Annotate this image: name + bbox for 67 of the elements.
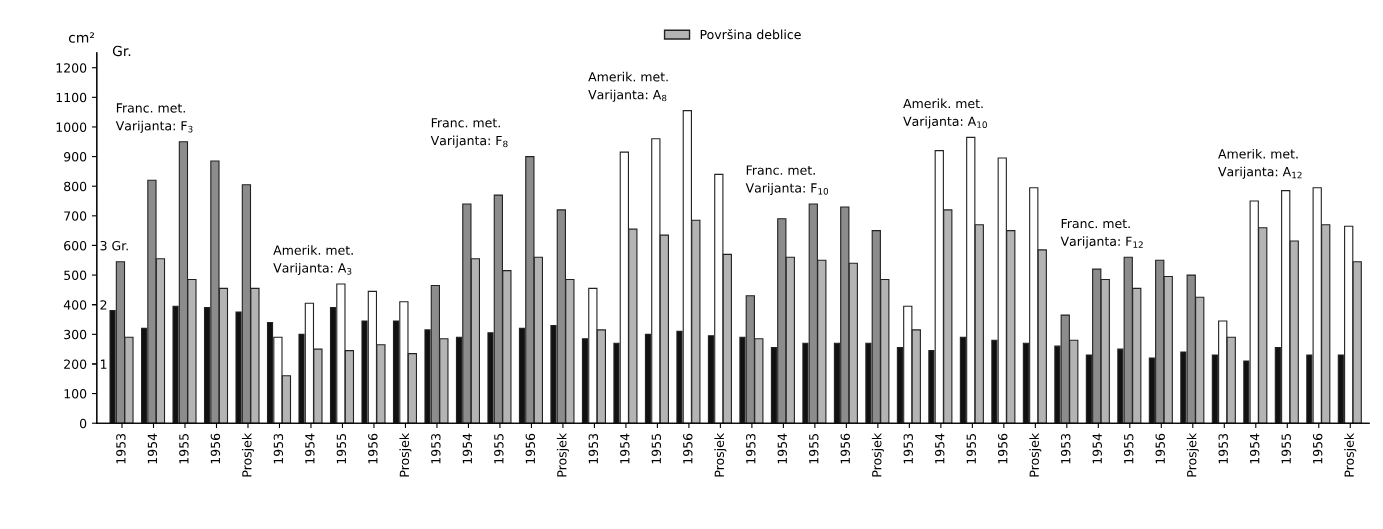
y-tick-label: 200 [64, 359, 87, 369]
x-tick-label: 1955 [651, 434, 662, 464]
legend-label: Površina deblice [700, 29, 801, 40]
x-tick-label: 1956 [840, 433, 850, 464]
x-tick-label: 1956 [1312, 433, 1323, 464]
x-tick-label: 1954 [620, 433, 630, 464]
y-tick-label: 0 [79, 418, 87, 429]
x-tick-label: 1956 [525, 433, 536, 464]
y2-tick-label: 3 Gr. [100, 240, 128, 251]
annotation: Amerik. met. Varijanta: A$_{10}$ [903, 98, 987, 129]
y2-tick-label: 2 [100, 300, 107, 310]
x-tick-label: 1956 [1155, 433, 1165, 464]
y-tick-label: 900 [64, 152, 87, 162]
annotation: Amerik. met. Varijanta: A$_{8}$ [588, 71, 668, 102]
y-tick-label: 500 [64, 270, 87, 281]
x-tick-label: Prosjek [871, 432, 884, 477]
x-tick-label: Prosjek [399, 432, 412, 477]
x-tick-label: 1953 [588, 433, 599, 464]
x-tick-label: Prosjek [241, 432, 255, 477]
x-tick-label: 1953 [903, 433, 913, 464]
x-tick-label: 1954 [1249, 433, 1260, 464]
x-tick-label: 1955 [179, 434, 189, 464]
x-tick-label: 1955 [336, 434, 347, 464]
x-tick-label: 1955 [1123, 434, 1134, 464]
annotation: Franc. met. Varijanta: F$_{8}$ [430, 118, 508, 148]
annotation: Franc. met. Varijanta: F$_{10}$ [745, 165, 829, 196]
x-tick-label: Prosjek [1344, 432, 1357, 477]
x-tick-label: 1954 [147, 433, 158, 464]
x-tick-label: 1956 [210, 433, 221, 464]
x-tick-label: 1953 [273, 433, 284, 464]
x-tick-label: 1954 [777, 433, 788, 464]
x-tick-label: Prosjek [556, 432, 569, 477]
y-tick-label: 800 [64, 181, 87, 192]
x-tick-label: 1956 [998, 433, 1008, 464]
x-tick-label: 1954 [1092, 433, 1102, 464]
x-tick-label: 1955 [494, 434, 504, 464]
x-tick-label: 1956 [368, 433, 378, 464]
x-tick-label: Prosjek [1186, 432, 1199, 477]
x-tick-label: 1953 [431, 433, 441, 464]
x-tick-label: 1953 [116, 433, 126, 464]
x-tick-label: 1954 [305, 433, 315, 464]
x-tick-label: 1956 [683, 433, 693, 464]
x-tick-label: 1955 [1281, 434, 1291, 464]
x-tick-label: Prosjek [714, 432, 727, 477]
annotation: Franc. met. Varijanta: F$_{12}$ [1060, 218, 1143, 249]
x-tick-label: 1955 [809, 434, 819, 464]
x-tick-label: 1953 [1218, 433, 1228, 464]
y2-axis-title: Gr. [112, 45, 131, 57]
y-tick-label: 1000 [56, 122, 87, 132]
y-tick-label: 400 [63, 300, 87, 310]
x-tick-label: 1953 [746, 433, 756, 464]
annotation: Amerik. met. Varijanta: A$_{12}$ [1218, 148, 1302, 179]
annotation: Amerik. met. Varijanta: A$_{3}$ [273, 245, 353, 276]
y-tick-label: 300 [64, 329, 87, 340]
x-tick-label: 1953 [1061, 433, 1071, 464]
y-tick-label: 600 [64, 240, 87, 251]
y2-tick-label: 1 [100, 359, 107, 369]
y-tick-label: 100 [64, 389, 87, 399]
annotation: Franc. met. Varijanta: F$_{3}$ [115, 103, 193, 133]
y-axis-title: cm² [68, 32, 95, 43]
y-tick-label: 1200 [56, 63, 87, 73]
y-tick-label: 1100 [56, 92, 87, 103]
y-tick-label: 700 [64, 211, 87, 221]
x-tick-label: 1955 [966, 434, 976, 464]
x-tick-label: Prosjek [1029, 432, 1042, 477]
x-tick-label: 1954 [462, 433, 473, 464]
x-tick-label: 1954 [935, 433, 945, 464]
